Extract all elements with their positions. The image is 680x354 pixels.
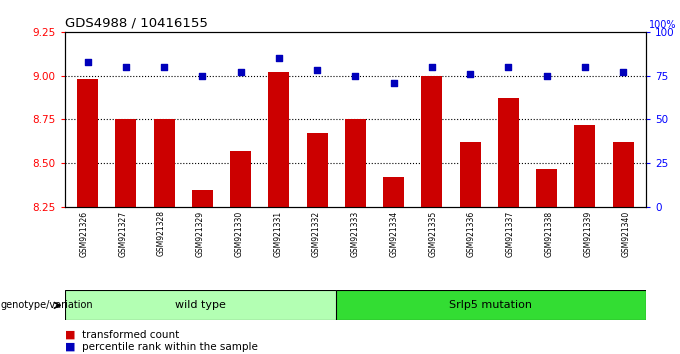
Point: [579, 64, 590, 70]
Point: [541, 73, 552, 79]
Point: [197, 73, 207, 79]
Text: genotype/variation: genotype/variation: [1, 300, 93, 310]
Text: GSM921326: GSM921326: [80, 210, 88, 257]
Bar: [383, 177, 404, 207]
Bar: [269, 72, 289, 207]
Text: GSM921336: GSM921336: [467, 210, 476, 257]
Bar: [536, 169, 557, 207]
Bar: [154, 119, 175, 207]
Bar: [460, 142, 481, 207]
Text: GSM921331: GSM921331: [273, 210, 282, 257]
Bar: [422, 76, 442, 207]
Point: [82, 59, 93, 64]
Text: 100%: 100%: [649, 21, 677, 30]
Text: GSM921327: GSM921327: [118, 210, 127, 257]
Point: [350, 73, 360, 79]
Text: GSM921335: GSM921335: [428, 210, 437, 257]
Text: GSM921337: GSM921337: [506, 210, 515, 257]
Text: transformed count: transformed count: [82, 330, 179, 339]
Text: Srlp5 mutation: Srlp5 mutation: [449, 300, 532, 310]
Bar: [498, 98, 519, 207]
Point: [158, 64, 169, 70]
Bar: [230, 151, 251, 207]
Bar: [192, 189, 213, 207]
Point: [464, 71, 475, 77]
Text: GSM921329: GSM921329: [196, 210, 205, 257]
Text: GDS4988 / 10416155: GDS4988 / 10416155: [65, 16, 207, 29]
Text: GSM921339: GSM921339: [583, 210, 592, 257]
FancyBboxPatch shape: [65, 290, 336, 320]
Text: GSM921328: GSM921328: [157, 210, 166, 256]
Point: [235, 69, 246, 75]
Bar: [345, 119, 366, 207]
Point: [273, 55, 284, 61]
Point: [426, 64, 437, 70]
Bar: [307, 133, 328, 207]
Text: wild type: wild type: [175, 300, 226, 310]
Text: ■: ■: [65, 342, 75, 352]
Text: GSM921334: GSM921334: [390, 210, 398, 257]
Point: [311, 68, 322, 73]
Text: GSM921332: GSM921332: [312, 210, 321, 257]
Bar: [77, 79, 98, 207]
Text: ■: ■: [65, 330, 75, 339]
Bar: [575, 125, 595, 207]
Point: [120, 64, 131, 70]
Point: [617, 69, 628, 75]
Text: percentile rank within the sample: percentile rank within the sample: [82, 342, 258, 352]
FancyBboxPatch shape: [336, 290, 646, 320]
Bar: [613, 142, 634, 207]
Text: GSM921333: GSM921333: [351, 210, 360, 257]
Text: GSM921330: GSM921330: [235, 210, 243, 257]
Bar: [116, 119, 136, 207]
Text: GSM921340: GSM921340: [622, 210, 631, 257]
Point: [503, 64, 514, 70]
Point: [388, 80, 399, 86]
Text: GSM921338: GSM921338: [545, 210, 554, 257]
